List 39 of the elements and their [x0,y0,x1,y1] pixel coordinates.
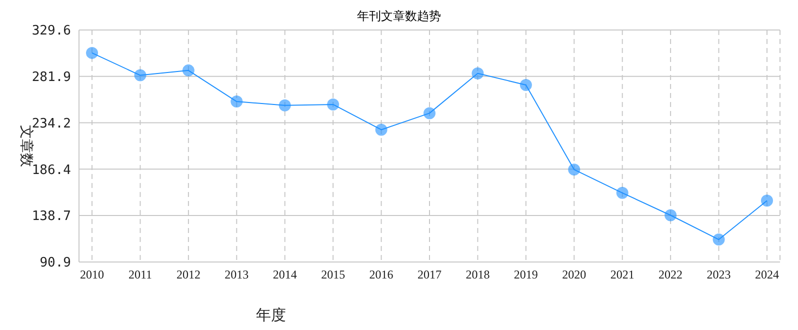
point [375,124,388,136]
point [327,98,340,110]
y-tick-label: 138.7 [32,209,71,224]
point [86,46,98,59]
x-tick-label: 2012 [176,268,200,282]
x-tick-label: 2022 [658,268,683,282]
x-axis-title: 年度 [256,306,286,324]
point [712,234,725,246]
x-tick-label: 2018 [466,268,490,282]
y-tick-label: 329.6 [32,24,71,39]
point [664,209,677,222]
x-tick-label: 2024 [754,268,779,282]
y-tick-label: 90.9 [40,256,71,271]
y-tick-label: 234.2 [32,116,71,132]
point [230,96,243,108]
point [134,69,146,82]
y-axis-title: 文章数 [18,125,34,167]
x-tick-label: 2016 [369,268,394,282]
x-tick-label: 2010 [80,268,104,282]
x-tick-label: 2015 [321,268,346,282]
x-tick-label: 2021 [610,268,634,282]
point [568,164,580,176]
x-tick-label: 2014 [272,268,297,282]
chart-title: 年刊文章数趋势 [356,8,442,25]
point [760,194,773,207]
point [472,67,484,80]
point [616,186,628,199]
y-tick-label: 281.9 [32,70,71,85]
x-tick-label: 2017 [418,268,442,282]
point [424,107,436,120]
y-tick-label: 186.4 [32,162,72,178]
x-tick-label: 2013 [224,268,249,282]
point [520,79,532,92]
point [182,64,194,76]
x-tick-label: 2011 [128,268,152,282]
x-tick-label: 2019 [514,268,538,282]
x-tick-label: 2020 [562,268,586,282]
point [278,99,291,112]
x-tick-label: 2023 [706,268,731,282]
